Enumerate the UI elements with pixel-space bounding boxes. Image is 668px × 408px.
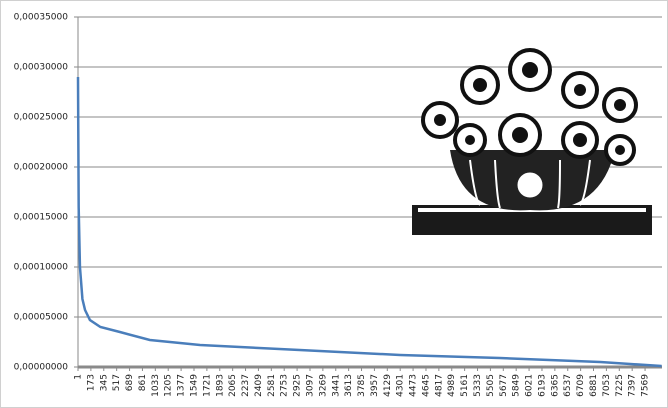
x-tick-label: 1893: [215, 374, 225, 397]
x-tick-label: 5849: [512, 374, 522, 397]
y-tick-label: 0,00030000: [14, 63, 69, 73]
x-tick-label: 4817: [434, 374, 444, 397]
x-tick-label: 1377: [177, 374, 187, 397]
x-tick-label: 5677: [499, 374, 509, 397]
x-tick-label: 689: [125, 374, 135, 391]
y-tick-label: 0,00000000: [14, 363, 69, 373]
x-tick-label: 6537: [563, 374, 573, 397]
x-tick-label: 2581: [267, 374, 277, 397]
x-tick-label: 1205: [164, 374, 174, 397]
x-tick-label: 3269: [318, 374, 328, 397]
x-tick-label: 6021: [525, 374, 535, 397]
x-tick-label: 7397: [628, 374, 638, 397]
x-tick-label: 1549: [189, 374, 199, 397]
x-tick-label: 3097: [305, 374, 315, 397]
x-tick-label: 7569: [641, 374, 651, 397]
y-tick-label: 0,00010000: [14, 263, 69, 273]
x-tick-label: 5161: [460, 374, 470, 397]
x-tick-label: 6709: [576, 374, 586, 397]
x-tick-label: 4129: [383, 374, 393, 397]
y-tick-label: 0,00035000: [14, 13, 69, 23]
x-tick-label: 2925: [293, 374, 303, 397]
y-tick-label: 0,00025000: [14, 113, 69, 123]
x-tick-label: 6193: [537, 374, 547, 397]
x-tick-label: 173: [86, 374, 96, 391]
x-tick-label: 3785: [357, 374, 367, 397]
x-tick-label: 4989: [447, 374, 457, 397]
y-tick-label: 0,00020000: [14, 163, 69, 173]
x-tick-label: 3957: [370, 374, 380, 397]
y-tick-label: 0,00005000: [14, 313, 69, 323]
x-tick-label: 6881: [589, 374, 599, 397]
x-tick-label: 2065: [228, 374, 238, 397]
y-tick-label: 0,00015000: [14, 213, 69, 223]
x-tick-label: 3441: [331, 374, 341, 397]
x-tick-label: 1: [74, 374, 84, 380]
x-tick-label: 1721: [202, 374, 212, 397]
x-tick-label: 517: [112, 374, 122, 391]
x-tick-label: 6365: [550, 374, 560, 397]
x-tick-label: 2409: [254, 374, 264, 397]
x-tick-label: 5505: [486, 374, 496, 397]
x-tick-label: 1033: [151, 374, 161, 397]
x-tick-label: 4301: [396, 374, 406, 397]
x-tick-label: 4473: [409, 374, 419, 397]
x-tick-label: 2753: [280, 374, 290, 397]
x-tick-label: 3613: [344, 374, 354, 397]
x-tick-label: 345: [99, 374, 109, 391]
chart: 0,00000000 0,00005000 0,00010000 0,00015000…: [0, 0, 668, 408]
x-tick-label: 5333: [473, 374, 483, 397]
x-tick-label: 2237: [241, 374, 251, 397]
x-tick-label: 7225: [615, 374, 625, 397]
x-tick-label: 7053: [602, 374, 612, 397]
x-tick-label: 861: [138, 374, 148, 391]
x-tick-label: 4645: [421, 374, 431, 397]
